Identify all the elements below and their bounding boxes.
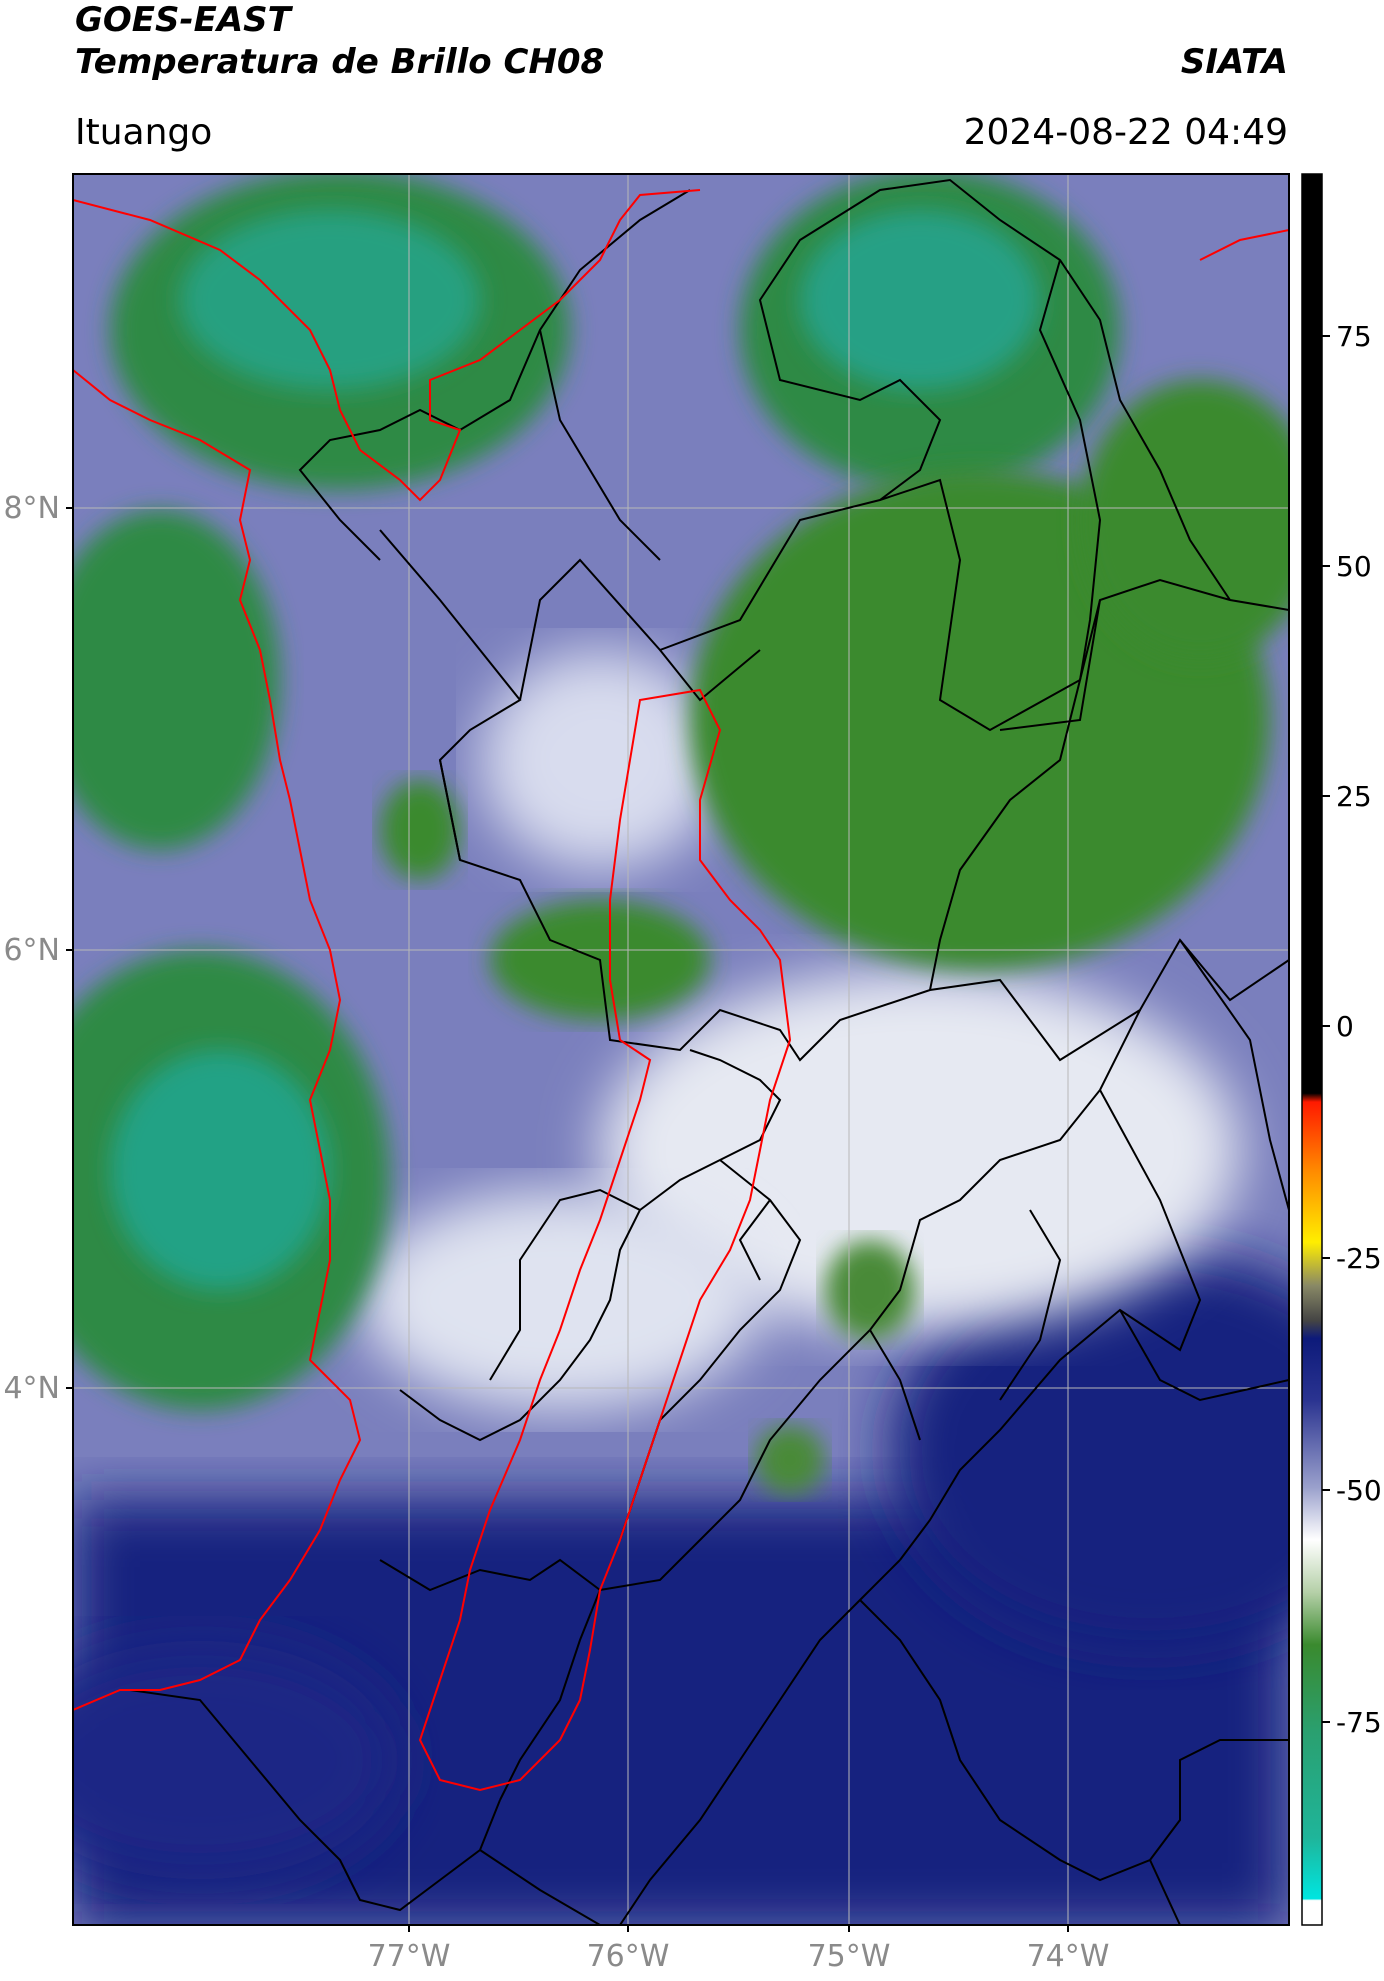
gridlines <box>73 174 1289 1925</box>
location-label: Ituango <box>75 112 213 153</box>
brand-label: SIATA <box>1180 42 1288 82</box>
colorbar-tick-minus50: -50 <box>1336 1474 1382 1507</box>
title-line1: GOES-EAST <box>75 0 291 40</box>
latitude-labels: 8°N 6°N 4°N <box>3 491 73 1406</box>
colorbar-tick-25: 25 <box>1336 780 1372 813</box>
colorbar-gradient <box>1301 173 1323 1926</box>
highlighted-borders <box>73 189 1289 1792</box>
timestamp-label: 2024-08-22 04:49 <box>963 112 1288 153</box>
map-frame <box>72 173 1290 1926</box>
colorbar-tick-minus25: -25 <box>1336 1242 1382 1275</box>
lat-label-8n: 8°N <box>3 491 60 526</box>
colorbar-tick-50: 50 <box>1336 550 1372 583</box>
lon-label-75w: 75°W <box>808 1939 891 1974</box>
department-borders <box>129 178 1289 1925</box>
lon-label-76w: 76°W <box>587 1939 670 1974</box>
lat-label-6n: 6°N <box>3 933 60 968</box>
longitude-labels: 77°W 76°W 75°W 74°W <box>368 1925 1110 1974</box>
lon-label-77w: 77°W <box>368 1939 451 1974</box>
brightness-temperature-field <box>73 174 1289 1925</box>
colorbar-tick-minus75: -75 <box>1336 1706 1382 1739</box>
colorbar-tick-0: 0 <box>1336 1010 1354 1043</box>
lat-label-4n: 4°N <box>3 1371 60 1406</box>
title-line2: Temperatura de Brillo CH08 <box>75 42 605 82</box>
lon-label-74w: 74°W <box>1027 1939 1110 1974</box>
colorbar: 75 50 25 0 -25 -50 -75 <box>1301 173 1382 1926</box>
colorbar-tick-75: 75 <box>1336 320 1372 353</box>
